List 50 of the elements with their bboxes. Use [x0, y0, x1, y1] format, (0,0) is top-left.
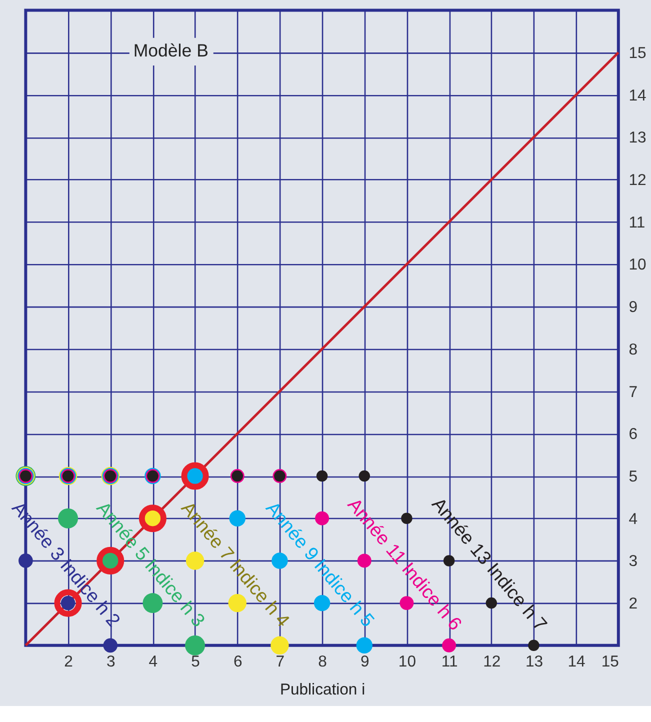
x-tick-label: 4	[148, 654, 158, 671]
x-tick-label: 2	[64, 654, 73, 671]
y-tick-label: 6	[628, 426, 638, 444]
point	[96, 546, 124, 574]
y-tick-label: 15	[628, 44, 647, 62]
y-tick-label: 10	[628, 256, 647, 274]
y-tick-label: 11	[628, 214, 646, 232]
y-tick-label: 7	[628, 384, 638, 401]
point	[356, 637, 372, 654]
x-tick-label: 9	[360, 654, 370, 671]
point	[185, 635, 206, 656]
point	[442, 638, 456, 652]
x-tick-label: 6	[233, 654, 242, 671]
x-tick-label: 13	[525, 654, 544, 671]
point	[181, 462, 209, 490]
point	[138, 504, 166, 532]
point	[315, 511, 330, 526]
point	[357, 554, 372, 568]
y-tick-label: 14	[628, 87, 647, 104]
y-tick-label: 9	[628, 299, 638, 316]
x-tick-label: 15	[601, 654, 620, 671]
x-tick-label: 12	[483, 654, 501, 671]
x-tick-label: 14	[568, 654, 586, 671]
point	[58, 508, 78, 528]
y-tick-label: 5	[628, 468, 638, 486]
x-tick-label: 10	[398, 654, 416, 671]
x-tick-label: 11	[441, 654, 458, 671]
annotation: Modèle B	[133, 40, 208, 61]
point	[272, 552, 288, 569]
y-tick-label: 2	[628, 595, 638, 612]
x-tick-label: 3	[106, 654, 116, 671]
point	[103, 638, 118, 653]
point	[270, 636, 289, 654]
x-tick-label: 5	[191, 654, 200, 671]
x-tick-label: 8	[318, 654, 328, 671]
point	[443, 555, 455, 566]
y-tick-label: 12	[628, 172, 646, 190]
point	[18, 554, 33, 568]
y-tick-label: 13	[628, 130, 647, 147]
point	[528, 640, 540, 652]
point	[358, 470, 370, 482]
x-axis-title: Publication i	[280, 681, 366, 698]
y-tick-label: 4	[628, 510, 638, 528]
point	[401, 512, 412, 524]
y-tick-label: 3	[628, 553, 638, 570]
point	[316, 470, 328, 482]
point	[229, 510, 246, 526]
y-tick-label: 8	[628, 341, 638, 358]
point	[186, 552, 204, 570]
x-tick-label: 7	[276, 654, 285, 671]
